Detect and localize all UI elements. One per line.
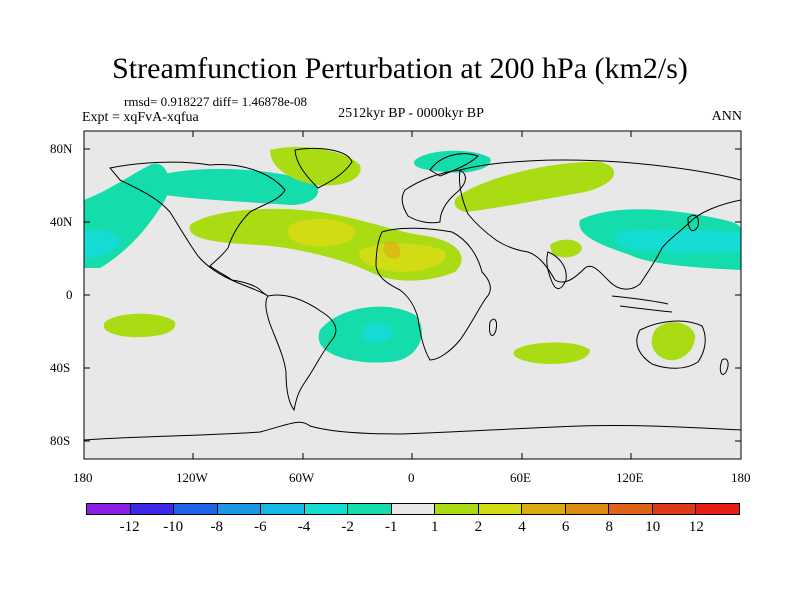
colorbar-swatch xyxy=(609,504,653,514)
contour-neg-arctic xyxy=(160,168,319,205)
colorbar-swatch xyxy=(348,504,392,514)
colorbar-swatch xyxy=(478,504,523,514)
colorbar-label: -4 xyxy=(297,519,311,535)
contour-pos-eurasia xyxy=(454,161,615,212)
contour-pos-pacific-south xyxy=(103,313,176,338)
contour-pos2-sahara xyxy=(359,243,446,272)
coast-madagascar xyxy=(489,318,497,337)
colorbar-swatch xyxy=(391,504,436,514)
coast-africa xyxy=(375,227,491,361)
plot-title: Streamfunction Perturbation at 200 hPa (… xyxy=(112,52,688,85)
coast-europe xyxy=(401,169,466,224)
contour-pos2-africa xyxy=(383,240,401,259)
stats-text: rmsd= 0.918227 diff= 1.46878e-08 xyxy=(124,94,308,109)
contour-neg2-pacific-west xyxy=(84,229,120,258)
colorbar-swatch xyxy=(304,504,349,514)
colorbar-label: 2 xyxy=(474,519,483,535)
coast-antarctica xyxy=(84,421,741,441)
coast-australia xyxy=(636,320,706,369)
colorbar-label: -12 xyxy=(119,519,140,535)
experiment-text: Expt = xqFvA-xqfua xyxy=(82,110,199,125)
colorbar xyxy=(86,503,740,515)
colorbar-swatch xyxy=(130,504,175,514)
contour-fills xyxy=(84,146,741,364)
colorbar-swatch xyxy=(565,504,610,514)
y-label-0: 0 xyxy=(66,287,73,302)
colorbar-swatch xyxy=(261,504,305,514)
season-text: ANN xyxy=(711,109,742,124)
colorbar-label: 1 xyxy=(431,519,439,535)
period-text: 2512kyr BP - 0000kyr BP xyxy=(338,106,484,121)
x-label-180e: 180 xyxy=(731,470,751,485)
colorbar-swatch xyxy=(174,504,218,514)
colorbar-label: -8 xyxy=(210,519,224,535)
colorbar-label: 6 xyxy=(561,519,570,535)
contour-neg2-atlantic xyxy=(362,323,393,343)
contour-pos-indian-south xyxy=(513,342,590,364)
y-label-80s: 80S xyxy=(50,433,71,448)
colorbar-label: -2 xyxy=(341,519,354,535)
x-label-60e: 60E xyxy=(510,470,531,485)
coast-asia xyxy=(459,159,741,290)
colorbar-label: 12 xyxy=(688,519,704,535)
contour-pos-australia xyxy=(651,322,696,361)
contour-pos2-atlantic-north xyxy=(287,218,356,247)
colorbar-swatch xyxy=(435,504,479,514)
coast-scandinavia xyxy=(429,153,479,177)
colorbar-label: 4 xyxy=(518,519,526,535)
coast-japan xyxy=(687,214,699,232)
colorbar-swatch xyxy=(696,504,739,514)
contour-pos-india xyxy=(550,239,582,258)
coastlines xyxy=(84,148,741,441)
colorbar-swatch xyxy=(652,504,697,514)
coast-north-america xyxy=(109,161,286,297)
colorbar-label: 10 xyxy=(645,519,661,535)
coast-greenland xyxy=(294,148,353,189)
axis-ticks xyxy=(84,131,741,459)
x-label-120e: 120E xyxy=(616,470,644,485)
colorbar-label: -1 xyxy=(384,519,398,535)
colorbar-swatch xyxy=(217,504,262,514)
coast-indonesia xyxy=(611,295,673,313)
contour-neg2-asia xyxy=(614,229,741,253)
coast-new-zealand xyxy=(719,358,729,375)
coast-india xyxy=(546,251,567,289)
colorbar-swatch xyxy=(87,504,131,514)
y-label-40n: 40N xyxy=(50,214,73,229)
colorbar-label: 8 xyxy=(605,519,613,535)
x-label-180w: 180 xyxy=(73,470,93,485)
colorbar-swatch xyxy=(522,504,566,514)
x-label-120w: 120W xyxy=(176,470,208,485)
colorbar-label: -6 xyxy=(254,519,267,535)
x-label-0: 0 xyxy=(408,470,415,485)
y-label-80n: 80N xyxy=(50,141,73,156)
y-label-40s: 40S xyxy=(50,360,71,375)
colorbar-label: -10 xyxy=(163,519,184,535)
coast-south-america xyxy=(265,294,337,412)
x-label-60w: 60W xyxy=(289,470,315,485)
